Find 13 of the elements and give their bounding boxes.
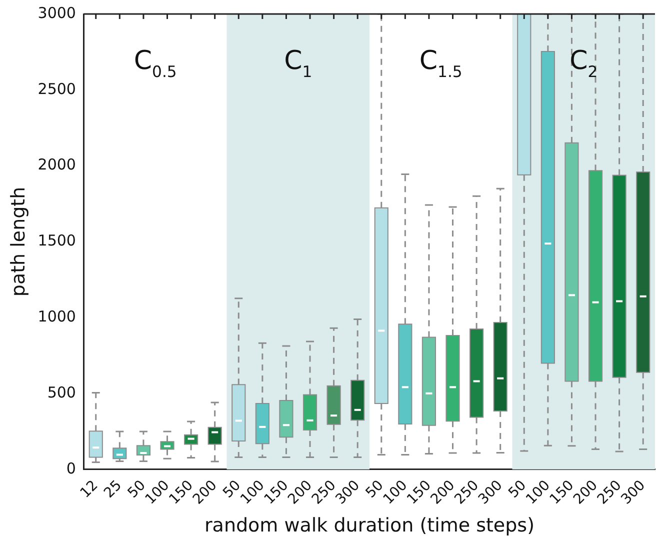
y-axis-title: path length <box>7 186 30 297</box>
x-tick-label: 12 <box>77 477 102 502</box>
y-tick-label: 1000 <box>38 308 76 326</box>
y-tick-label: 1500 <box>38 232 76 250</box>
x-axis-title: random walk duration (time steps) <box>204 514 534 537</box>
y-tick-label: 500 <box>47 383 76 402</box>
x-tick-label: 200 <box>190 477 220 508</box>
y-tick-label: 2000 <box>38 156 76 174</box>
y-tick-label: 2500 <box>38 80 76 98</box>
x-tick-label: 300 <box>476 477 506 508</box>
y-tick-label: 0 <box>66 459 76 478</box>
y-tick-label: 3000 <box>38 4 76 22</box>
x-tick-label: 25 <box>101 477 126 502</box>
